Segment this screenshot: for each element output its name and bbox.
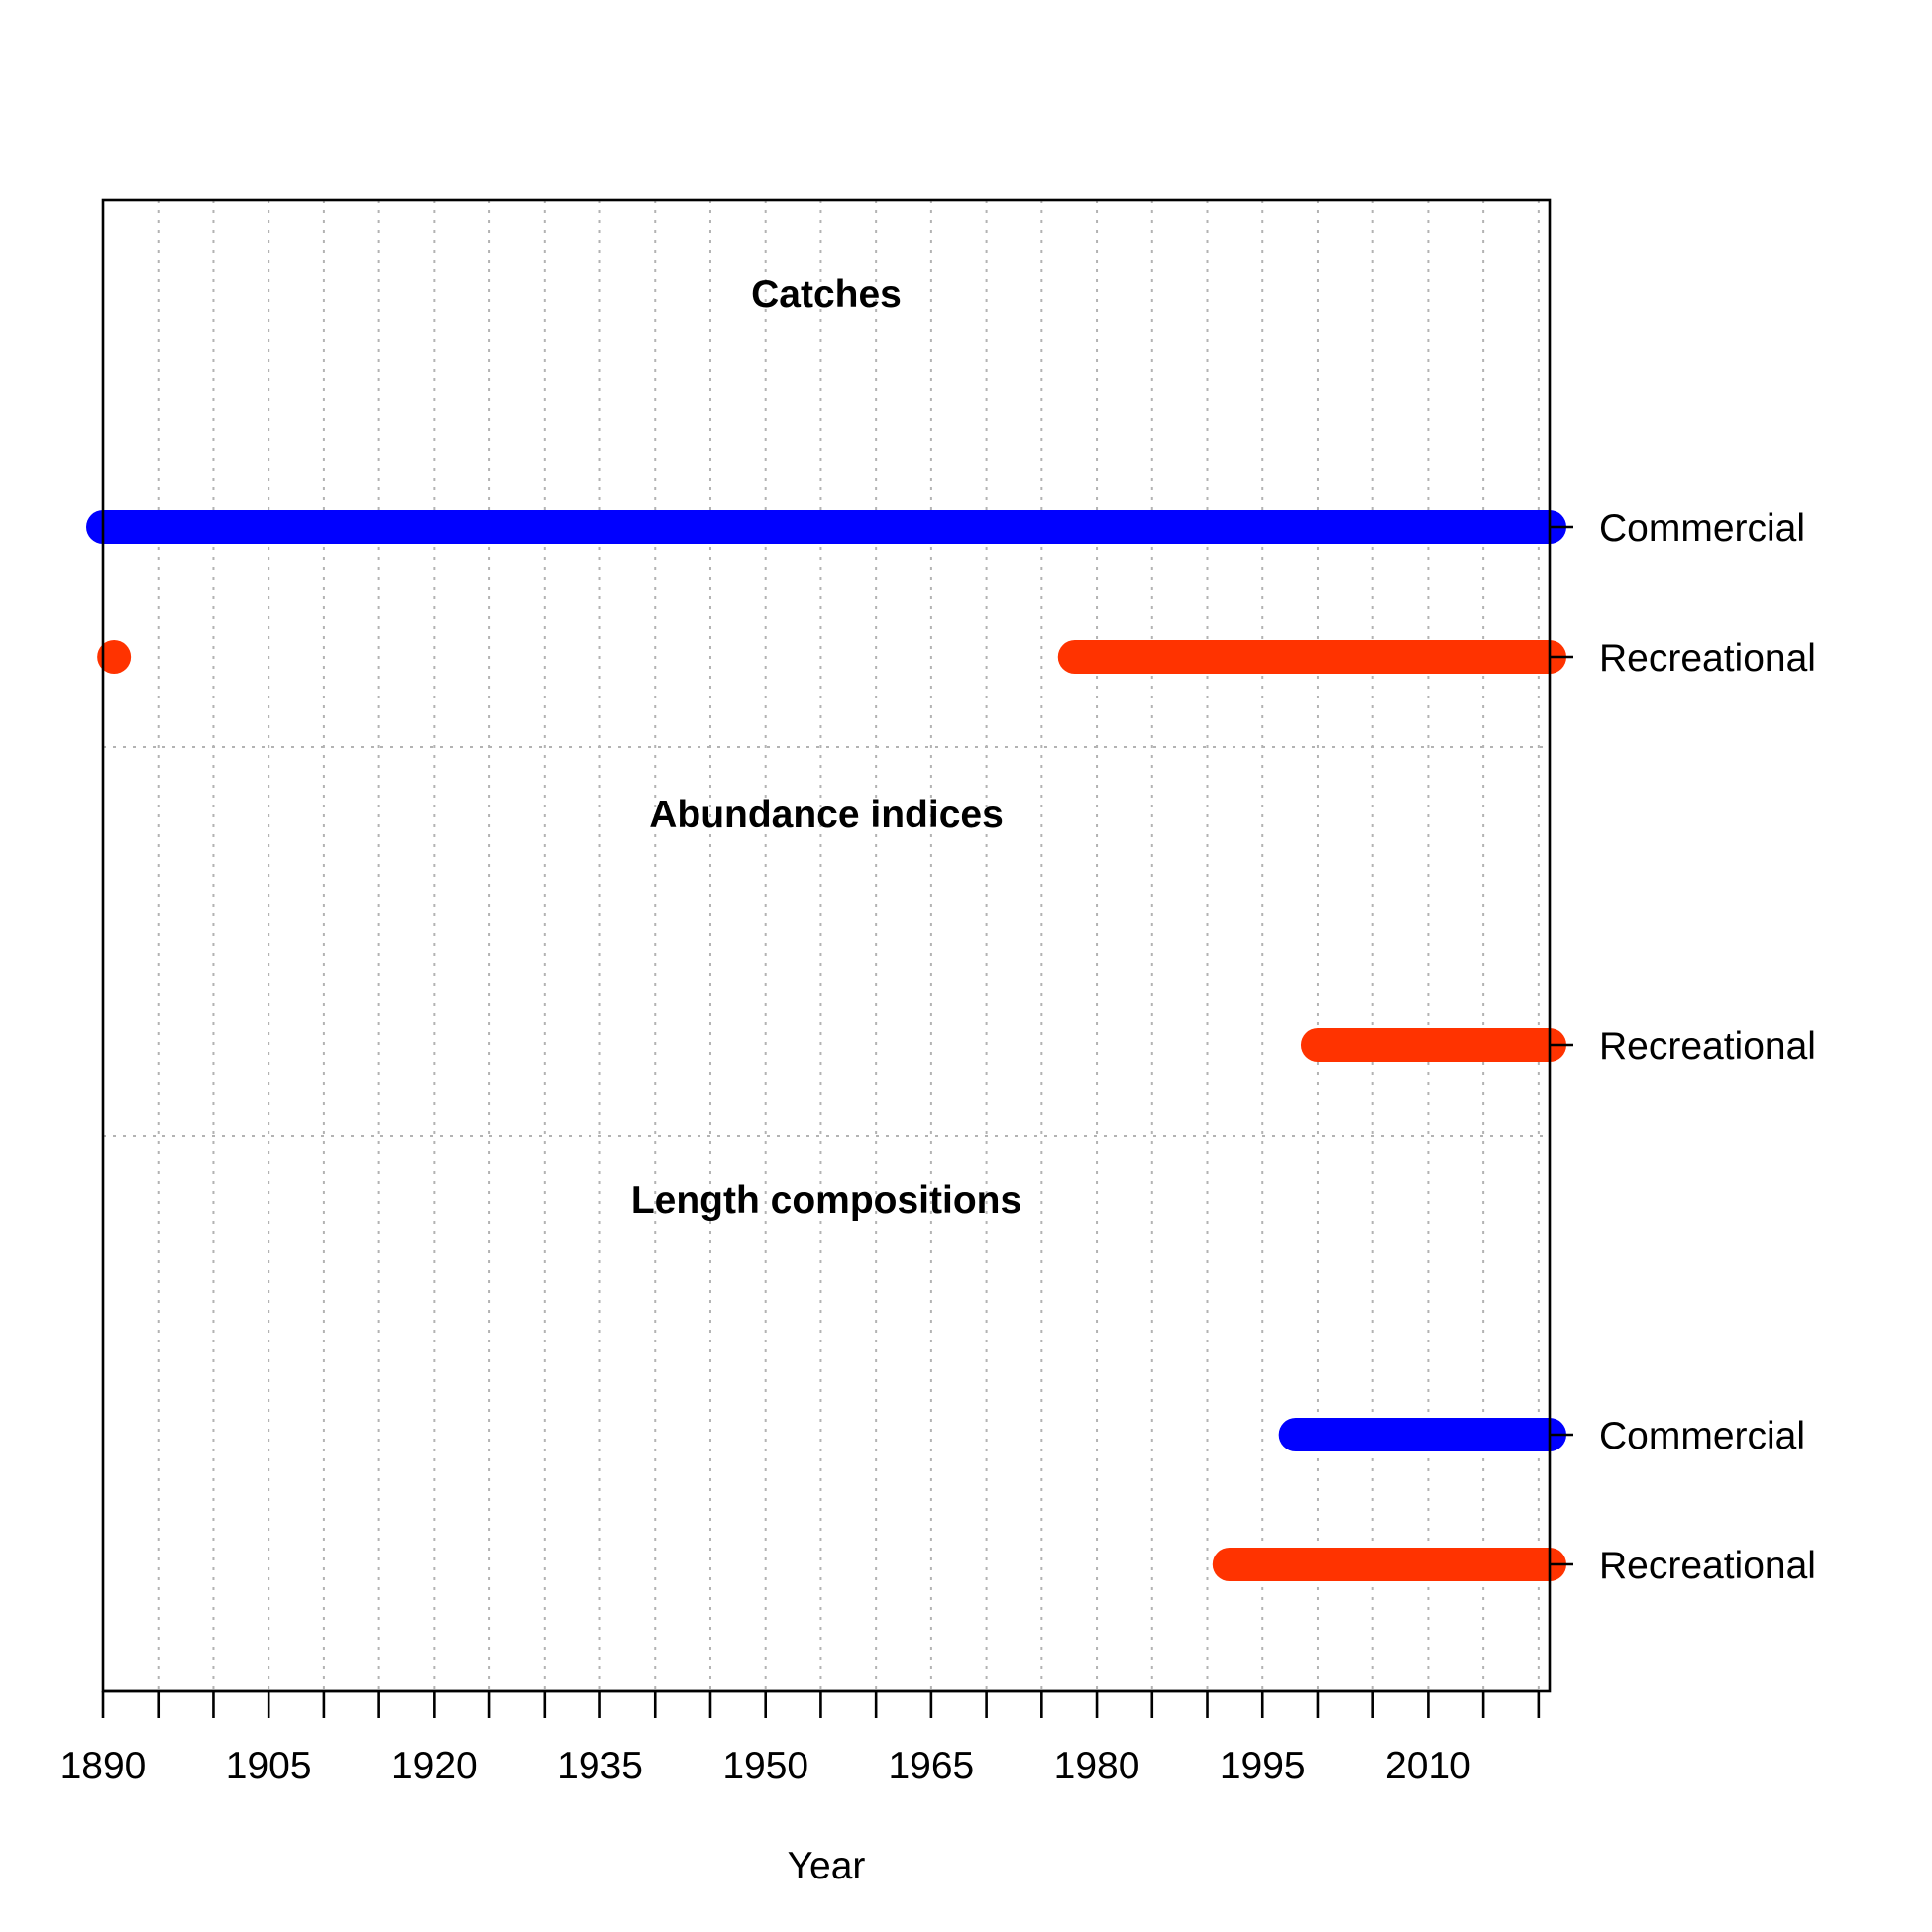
x-tick-label: 1995 (1220, 1745, 1306, 1787)
labels: Catches Commercial Recreational Abundance i… (631, 273, 1816, 1587)
section-title: Abundance indices (649, 794, 1004, 836)
section-title: Length compositions (631, 1179, 1021, 1222)
x-axis-title: Year (788, 1845, 866, 1887)
row-label: Commercial (1599, 507, 1805, 550)
x-axis: 1890 1905 1920 1935 1950 1965 1980 1995 2010 (60, 525, 1573, 1787)
row-label: Recreational (1599, 1545, 1816, 1587)
section-title: Catches (751, 273, 902, 316)
x-tick-label: 1980 (1054, 1745, 1140, 1787)
x-tick-label: 1935 (557, 1745, 643, 1787)
x-tick-label: 1965 (888, 1745, 974, 1787)
row-label: Recreational (1599, 1025, 1816, 1068)
x-tick-label: 2010 (1385, 1745, 1471, 1787)
x-tick-label: 1950 (722, 1745, 808, 1787)
grid-lines (103, 200, 1550, 1691)
row-label: Recreational (1599, 637, 1816, 680)
x-tick-label: 1905 (226, 1745, 312, 1787)
row-label: Commercial (1599, 1415, 1805, 1457)
x-tick-label: 1890 (60, 1745, 147, 1787)
plot-frame (101, 198, 1552, 1693)
data-bars (86, 510, 1566, 1581)
x-tick-label: 1920 (391, 1745, 478, 1787)
